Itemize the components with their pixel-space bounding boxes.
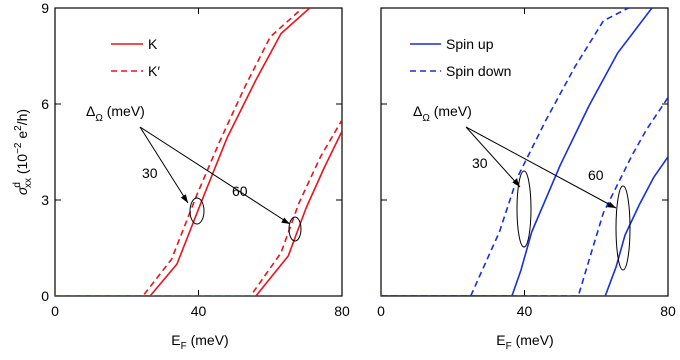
right-series-line-2 (381, 156, 668, 296)
left-series-line-0 (55, 8, 311, 296)
y-title-exp2: 2 (13, 125, 24, 131)
y-title-exp: −2 (13, 142, 24, 154)
left-axis-ticks: 0 40 80 0 3 6 9 (41, 0, 350, 319)
right-arrow-1 (465, 126, 521, 188)
right-x-tick-label-0: 0 (377, 303, 385, 319)
right-annotation-label: ΔΩ (meV) (413, 103, 472, 124)
left-arrow-1 (139, 126, 189, 204)
right-ellipse-30 (516, 170, 532, 248)
right-ellipse-60 (615, 185, 631, 271)
legend-label-kprime: K′ (148, 63, 160, 79)
right-arrowhead-2 (607, 201, 616, 208)
left-delta-rest: (meV) (103, 103, 145, 119)
right-series-line-1 (381, 8, 629, 296)
right-x-title-main: E (496, 332, 505, 348)
left-arrowhead-2 (281, 217, 290, 224)
legend-label-spin-up: Spin up (446, 36, 494, 52)
right-x-tick-label-80: 80 (660, 303, 676, 319)
left-delta: Δ (86, 103, 95, 119)
legend-label-spin-down: Spin down (446, 63, 511, 79)
left-y-tick-label-3: 3 (41, 192, 49, 208)
right-annotation-30: 30 (472, 155, 488, 171)
right-arrowhead-1 (512, 178, 520, 187)
left-delta-sub: Ω (95, 113, 103, 124)
right-annotation-60: 60 (588, 167, 604, 183)
right-axis-ticks: 0 40 80 (377, 7, 676, 319)
y-title-sup: d (12, 182, 23, 188)
right-curves (381, 8, 668, 296)
y-title-sigma: σ (14, 186, 30, 195)
left-x-tick-label-40: 40 (191, 303, 207, 319)
right-plot-frame (380, 7, 669, 297)
left-legend: K K′ (111, 36, 160, 79)
right-delta: Δ (413, 103, 422, 119)
y-title-rest3: /h) (14, 109, 30, 125)
left-arrow-2 (139, 126, 291, 225)
left-curves (55, 8, 342, 296)
right-x-axis-title: EF (meV) (496, 332, 553, 352)
right-x-title-sub: F (506, 341, 512, 352)
right-series-line-0 (381, 8, 653, 296)
y-title-rest1: (10 (14, 154, 30, 178)
left-x-axis-title: EF (meV) (171, 332, 228, 352)
left-x-title-sub: F (181, 341, 187, 352)
left-x-tick-label-80: 80 (334, 303, 350, 319)
left-series-line-1 (55, 8, 304, 296)
right-annotation: ΔΩ (meV) 30 60 (413, 103, 631, 271)
left-panel: σdxx (10−2 e2/h) EF (meV) 0 40 80 0 3 6 9 K K′… (12, 0, 350, 352)
left-x-title-rest: (meV) (187, 332, 229, 348)
left-series-line-2 (55, 130, 342, 296)
y-title-rest2: e (14, 131, 30, 143)
left-y-axis-title: σdxx (10−2 e2/h) (12, 109, 34, 195)
left-ellipse-30 (189, 197, 205, 225)
left-annotation-label: ΔΩ (meV) (86, 103, 145, 124)
right-legend: Spin up Spin down (410, 36, 511, 79)
left-arrowhead-1 (180, 194, 188, 203)
left-x-tick-label-0: 0 (51, 303, 59, 319)
left-ellipse-60 (288, 216, 302, 242)
right-arrow-2 (465, 126, 617, 209)
right-delta-sub: Ω (422, 113, 430, 124)
left-plot-frame (54, 7, 343, 297)
left-y-tick-label-9: 9 (41, 0, 49, 16)
left-annotation-30: 30 (142, 165, 158, 181)
legend-label-k: K (148, 36, 158, 52)
y-title-sub: xx (23, 178, 34, 188)
left-annotation-60: 60 (232, 183, 248, 199)
left-annotation: ΔΩ (meV) 30 60 (86, 103, 302, 242)
left-x-title-main: E (171, 332, 180, 348)
left-series-line-3 (55, 119, 342, 296)
right-x-tick-label-40: 40 (517, 303, 533, 319)
right-series-line-3 (381, 97, 668, 296)
left-y-tick-label-0: 0 (41, 288, 49, 304)
left-y-tick-label-6: 6 (41, 96, 49, 112)
right-panel: EF (meV) 0 40 80 Spin up Spin down ΔΩ (meV… (377, 7, 676, 352)
right-delta-rest: (meV) (430, 103, 472, 119)
right-x-title-rest: (meV) (512, 332, 554, 348)
